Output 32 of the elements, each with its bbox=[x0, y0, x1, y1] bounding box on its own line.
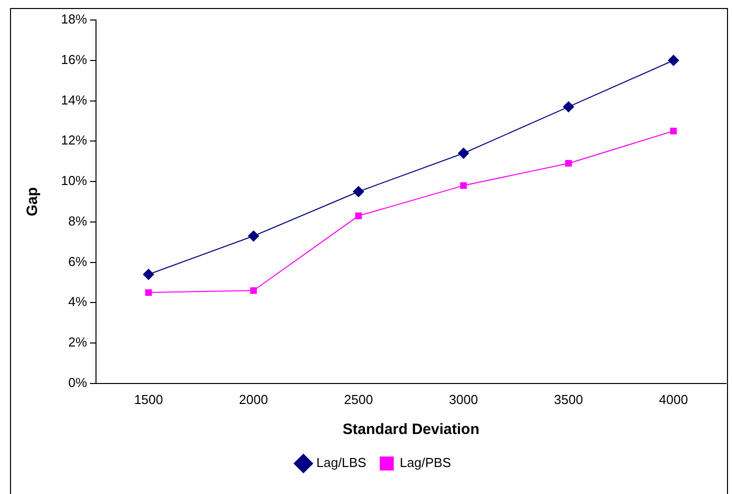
x-tick-label: 2500 bbox=[344, 392, 373, 407]
point bbox=[145, 289, 152, 296]
y-tick-label: 16% bbox=[60, 52, 88, 67]
x-tick-label: 3500 bbox=[554, 392, 583, 407]
legend-label: Lag/PBS bbox=[400, 455, 452, 470]
y-tick-label: 12% bbox=[60, 132, 88, 148]
point bbox=[250, 287, 257, 294]
point bbox=[670, 128, 677, 134]
point bbox=[458, 148, 470, 159]
y-tick-label: 6% bbox=[68, 254, 88, 269]
point bbox=[565, 160, 572, 167]
y-axis-title: Gap bbox=[24, 187, 42, 216]
point bbox=[143, 268, 154, 280]
x-tick-label: 3000 bbox=[449, 392, 478, 407]
y-tick-label: 0% bbox=[68, 374, 88, 390]
x-tick-label: 2000 bbox=[239, 392, 268, 407]
y-tick-label: 14% bbox=[60, 92, 88, 108]
point bbox=[460, 182, 467, 189]
point bbox=[668, 54, 679, 66]
y-tick-label: 2% bbox=[68, 334, 88, 350]
point bbox=[353, 186, 364, 198]
y-tick-label: 8% bbox=[68, 213, 88, 228]
y-tick-label: 4% bbox=[68, 294, 88, 310]
x-tick-label: 1500 bbox=[134, 392, 163, 407]
point bbox=[563, 101, 574, 112]
x-axis-title: Standard Deviation bbox=[342, 421, 480, 438]
x-tick-label: 4000 bbox=[659, 392, 688, 407]
point bbox=[355, 212, 362, 220]
point bbox=[248, 230, 260, 242]
legend-label: Lag/LBS bbox=[316, 455, 367, 470]
y-tick-label: 10% bbox=[60, 173, 88, 188]
y-tick-label: 18% bbox=[60, 12, 88, 27]
